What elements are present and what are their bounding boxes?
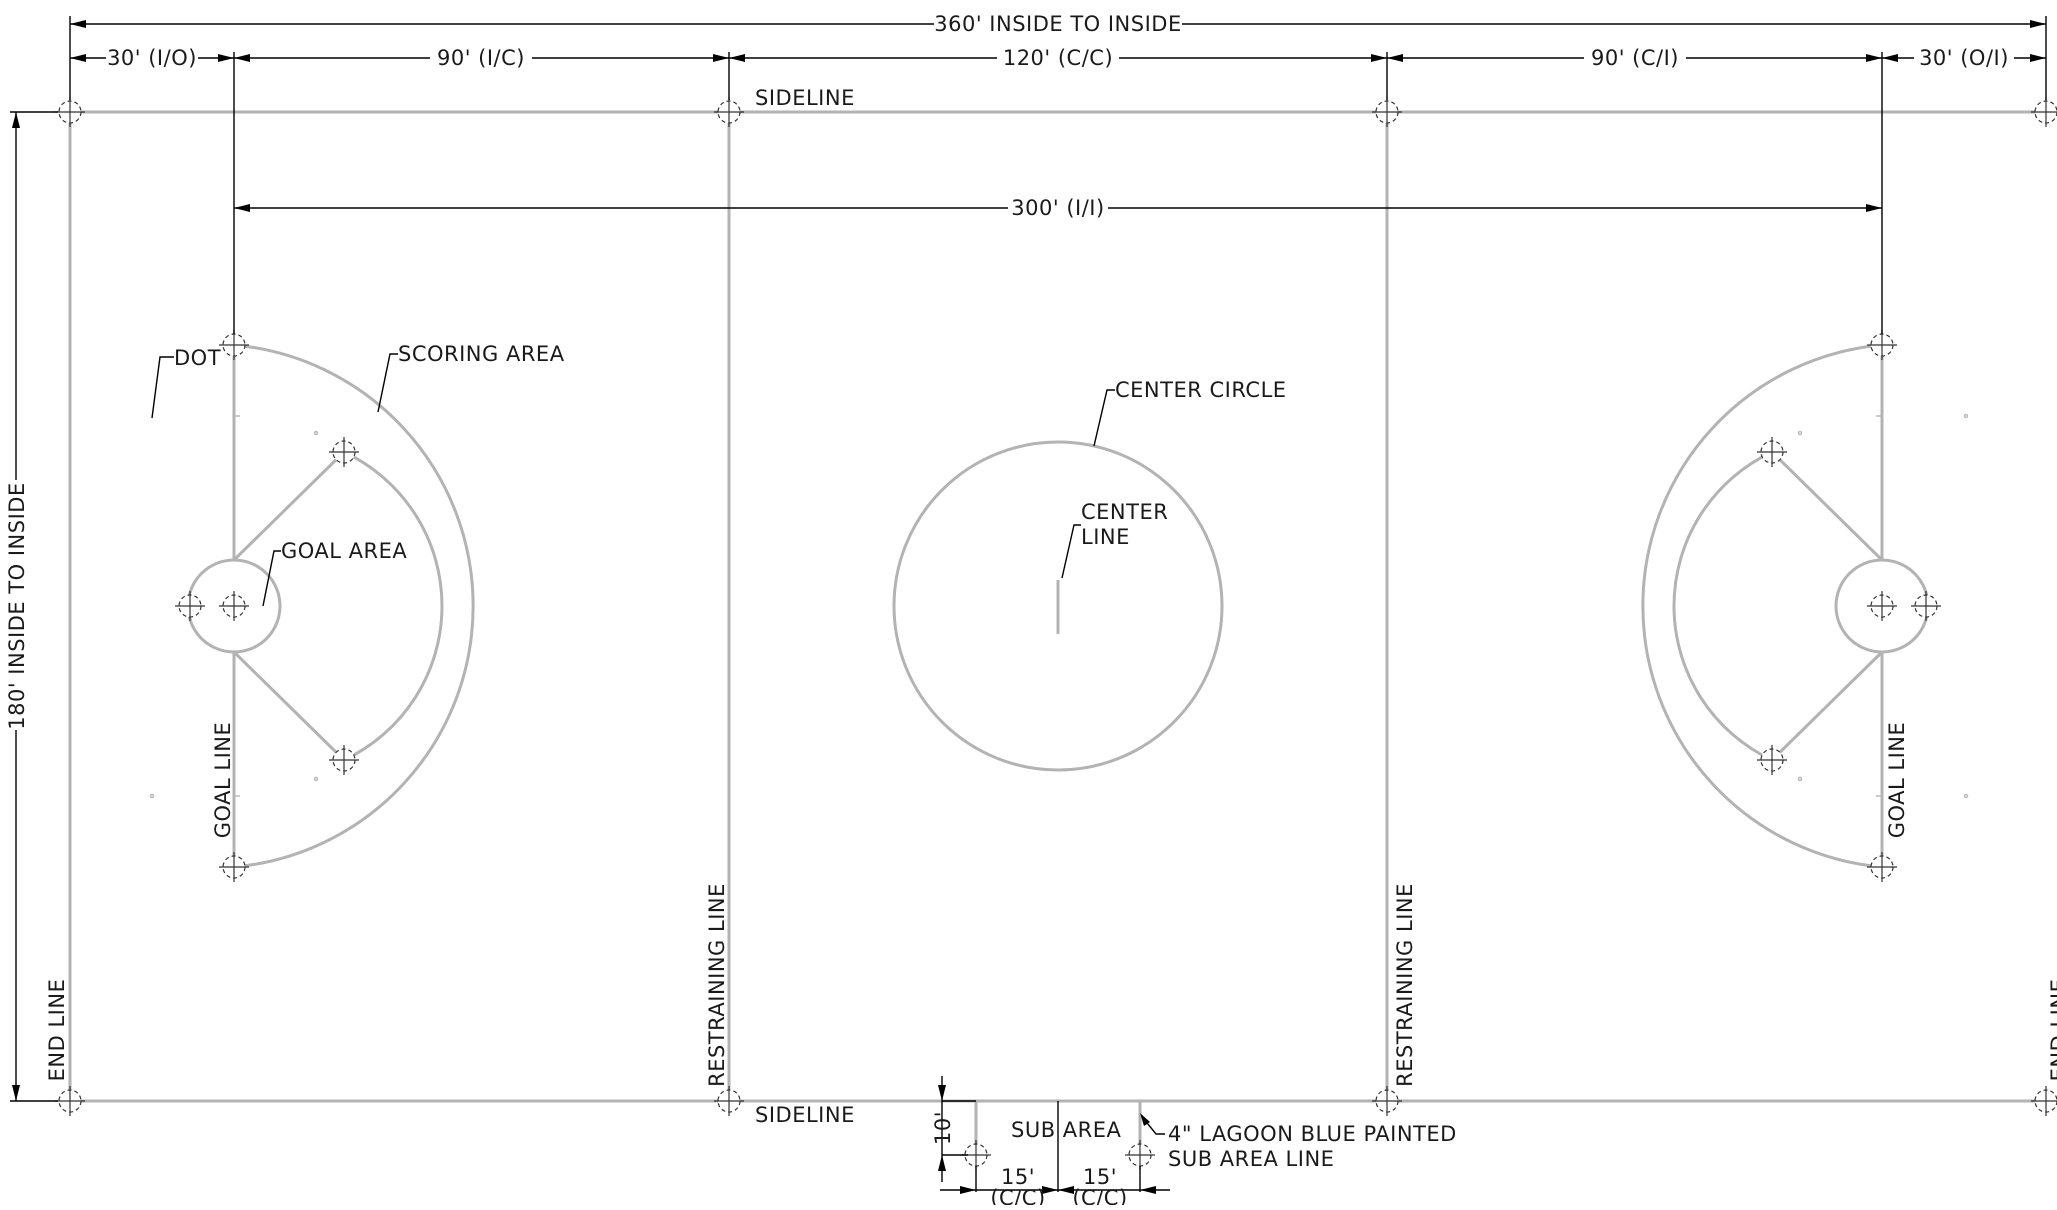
dim-overall-length: 360' INSIDE TO INSIDE <box>934 12 1181 36</box>
label-goal-line-right: GOAL LINE <box>1885 722 1909 839</box>
dim-goal-to-end-right: 30' (O/I) <box>1919 46 2009 70</box>
dim-sub-left-note: (C/C) <box>990 1186 1045 1205</box>
dim-overall-width: 180' INSIDE TO INSIDE <box>5 482 29 729</box>
label-painted-note-1: 4" LAGOON BLUE PAINTED <box>1168 1122 1457 1146</box>
dim-sub-area-depth: 10' <box>931 1111 955 1145</box>
label-scoring-area: SCORING AREA <box>398 342 565 366</box>
layout-point-markers <box>54 96 2057 1171</box>
label-sideline-top: SIDELINE <box>755 86 855 110</box>
goal-crease-arc-right <box>1672 450 1773 762</box>
label-sub-area: SUB AREA <box>1011 1118 1122 1142</box>
goal-diagonal-left-lower <box>232 650 346 762</box>
label-goal-area: GOAL AREA <box>281 539 407 563</box>
dim-restrain-to-restrain: 120' (C/C) <box>1003 46 1113 70</box>
scoring-area-right <box>1641 343 1883 869</box>
labels: SIDELINE SIDELINE DOT SCORING AREA GOAL … <box>45 86 2057 1171</box>
label-sideline-bottom: SIDELINE <box>755 1103 855 1127</box>
goal-crease-arc-left <box>343 450 444 762</box>
right-goal-end <box>1641 343 1930 869</box>
label-restraining-line-left: RESTRAINING LINE <box>705 883 729 1087</box>
label-center-line-1: CENTER <box>1081 500 1168 524</box>
label-center-line-2: LINE <box>1081 525 1130 549</box>
label-end-line-left: END LINE <box>45 979 69 1082</box>
label-painted-note-2: SUB AREA LINE <box>1168 1147 1334 1171</box>
center-circle <box>892 440 1224 772</box>
label-dot: DOT <box>174 346 221 370</box>
hash-marks <box>149 413 1969 799</box>
dim-goal-to-goal: 300' (I/I) <box>1011 196 1104 220</box>
label-restraining-line-right: RESTRAINING LINE <box>1393 883 1417 1087</box>
dimensions: 360' INSIDE TO INSIDE 30' (I/O) 90' (I/C… <box>3 10 2047 1210</box>
scoring-area-left <box>233 343 475 869</box>
label-goal-line-left: GOAL LINE <box>211 722 235 839</box>
label-end-line-right: END LINE <box>2047 979 2057 1082</box>
left-goal-end <box>186 343 475 869</box>
dim-sub-left-width: 15' <box>1001 1165 1035 1189</box>
field-lines <box>68 110 2057 1155</box>
dim-sub-right-note: (C/C) <box>1072 1186 1127 1205</box>
goal-diagonal-left-upper <box>232 450 346 562</box>
dim-restrain-to-goal-right: 90' (C/I) <box>1591 46 1679 70</box>
dim-end-to-goal-left: 30' (I/O) <box>107 46 197 70</box>
dim-sub-right-width: 15' <box>1083 1165 1117 1189</box>
dim-goal-to-restrain-left: 90' (I/C) <box>437 46 525 70</box>
goal-diagonal-right-upper <box>1770 450 1884 562</box>
goal-diagonal-right-lower <box>1770 650 1884 762</box>
label-center-circle: CENTER CIRCLE <box>1115 378 1287 402</box>
